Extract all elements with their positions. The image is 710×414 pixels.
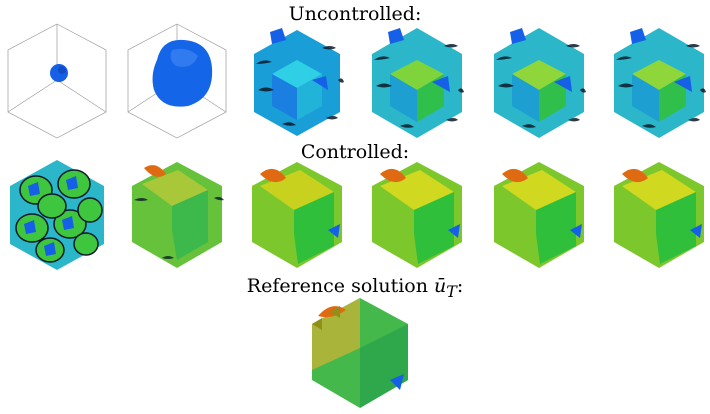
uncontrolled-panel-4 bbox=[362, 20, 472, 150]
reference-label-math: ūT bbox=[434, 275, 457, 301]
controlled-saddle-2-plot bbox=[252, 162, 342, 268]
controlled-panel-2 bbox=[122, 150, 232, 280]
controlled-panel-6 bbox=[604, 150, 710, 280]
uncontrolled-tiny-blob-plot bbox=[7, 23, 107, 139]
controlled-panel-3 bbox=[242, 150, 352, 280]
controlled-lattice-plot bbox=[10, 160, 104, 270]
reference-label-text: Reference solution bbox=[246, 275, 435, 297]
uncontrolled-wavy-1-plot bbox=[254, 28, 344, 136]
controlled-saddle-3-plot bbox=[372, 162, 462, 268]
reference-shape-plot bbox=[312, 298, 408, 408]
controlled-saddle-4-plot bbox=[494, 162, 584, 268]
reference-label-subscript: T bbox=[446, 281, 457, 301]
uncontrolled-panel-5 bbox=[484, 20, 594, 150]
controlled-panel-4 bbox=[362, 150, 472, 280]
uncontrolled-panel-6 bbox=[604, 20, 710, 150]
uncontrolled-panel-2 bbox=[122, 20, 232, 150]
uncontrolled-wavy-4-plot bbox=[614, 28, 706, 138]
controlled-label: Controlled: bbox=[300, 141, 410, 163]
reference-label-colon: : bbox=[456, 275, 464, 297]
uncontrolled-wavy-2-plot bbox=[372, 28, 464, 138]
controlled-saddle-1-plot bbox=[132, 162, 224, 268]
uncontrolled-sphere-plot bbox=[127, 23, 227, 139]
uncontrolled-panel-1 bbox=[2, 20, 112, 150]
controlled-saddle-5-plot bbox=[614, 162, 704, 268]
uncontrolled-label: Uncontrolled: bbox=[288, 3, 422, 25]
uncontrolled-panel-3 bbox=[242, 20, 352, 150]
reference-panel bbox=[304, 290, 416, 412]
reference-label-symbol: ū bbox=[434, 275, 447, 297]
reference-label: Reference solution ūT: bbox=[0, 276, 710, 302]
controlled-panel-1 bbox=[2, 150, 112, 280]
uncontrolled-wavy-3-plot bbox=[494, 28, 586, 138]
controlled-panel-5 bbox=[484, 150, 594, 280]
